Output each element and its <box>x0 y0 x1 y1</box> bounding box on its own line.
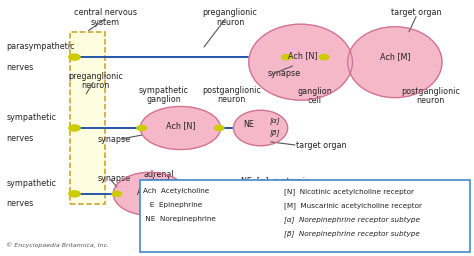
Ellipse shape <box>140 106 220 150</box>
Text: parasympathetic: parasympathetic <box>6 42 74 51</box>
Text: [α]  Norepinephrine receptor subtype: [α] Norepinephrine receptor subtype <box>284 216 420 222</box>
FancyBboxPatch shape <box>70 32 105 204</box>
Text: gland: gland <box>148 177 171 186</box>
Text: postganglionic: postganglionic <box>401 88 460 97</box>
Text: neuron: neuron <box>416 96 444 105</box>
Text: target organ: target organ <box>391 8 441 17</box>
Text: synapse: synapse <box>98 174 131 183</box>
Circle shape <box>112 191 122 196</box>
Text: neuron: neuron <box>82 81 110 90</box>
Text: ganglion: ganglion <box>146 95 182 104</box>
Text: nerves: nerves <box>6 134 33 143</box>
Text: © Encyclopaedia Britannica, Inc.: © Encyclopaedia Britannica, Inc. <box>6 243 109 248</box>
Ellipse shape <box>249 24 353 100</box>
Text: synapse: synapse <box>268 69 301 78</box>
Text: adrenal: adrenal <box>144 170 174 179</box>
Text: cell: cell <box>308 96 322 105</box>
Text: Ach [N]: Ach [N] <box>288 51 318 60</box>
Text: sympathetic: sympathetic <box>6 179 56 188</box>
Ellipse shape <box>234 110 288 146</box>
Text: Ach [N]: Ach [N] <box>137 187 167 196</box>
Text: preganglionic: preganglionic <box>202 8 257 17</box>
FancyBboxPatch shape <box>140 180 470 252</box>
Text: Ach  Acetylcholine: Ach Acetylcholine <box>143 188 209 194</box>
Text: Ach [N]: Ach [N] <box>165 121 195 130</box>
Circle shape <box>69 191 80 197</box>
Circle shape <box>137 125 146 131</box>
Text: neuron: neuron <box>217 95 246 104</box>
Text: [α]: [α] <box>269 117 280 124</box>
Circle shape <box>69 125 80 131</box>
Text: NE  [α]  systemic: NE [α] systemic <box>240 177 309 186</box>
Circle shape <box>282 55 292 60</box>
Text: E  Epinephrine: E Epinephrine <box>143 202 202 208</box>
Text: E   [β]  release: E [β] release <box>252 197 311 206</box>
Text: postganglionic: postganglionic <box>202 86 261 95</box>
Circle shape <box>69 54 80 60</box>
Text: nerves: nerves <box>6 199 33 208</box>
Text: [β]: [β] <box>269 130 280 136</box>
Text: nerves: nerves <box>6 63 33 72</box>
Ellipse shape <box>348 27 442 98</box>
Text: NE  Norepinephrine: NE Norepinephrine <box>143 216 216 222</box>
Text: synapse: synapse <box>98 135 131 144</box>
Text: sympathetic: sympathetic <box>139 86 189 95</box>
Text: system: system <box>91 18 119 27</box>
Text: preganglionic: preganglionic <box>68 72 123 81</box>
Text: [N]  Nicotinic acetylcholine receptor: [N] Nicotinic acetylcholine receptor <box>284 188 414 195</box>
Text: Ach [M]: Ach [M] <box>380 52 410 62</box>
Text: ganglion: ganglion <box>297 88 332 97</box>
Text: sympathetic: sympathetic <box>6 113 56 122</box>
Text: neuron: neuron <box>216 18 244 27</box>
Text: target organ: target organ <box>296 141 346 150</box>
Circle shape <box>214 125 224 131</box>
Circle shape <box>319 55 329 60</box>
Ellipse shape <box>113 172 186 215</box>
Text: [β]  Norepinephrine receptor subtype: [β] Norepinephrine receptor subtype <box>284 230 420 237</box>
Text: NE: NE <box>243 120 254 129</box>
Text: [M]  Muscarinic acetylcholine receptor: [M] Muscarinic acetylcholine receptor <box>284 202 422 209</box>
Text: central nervous: central nervous <box>73 8 137 17</box>
